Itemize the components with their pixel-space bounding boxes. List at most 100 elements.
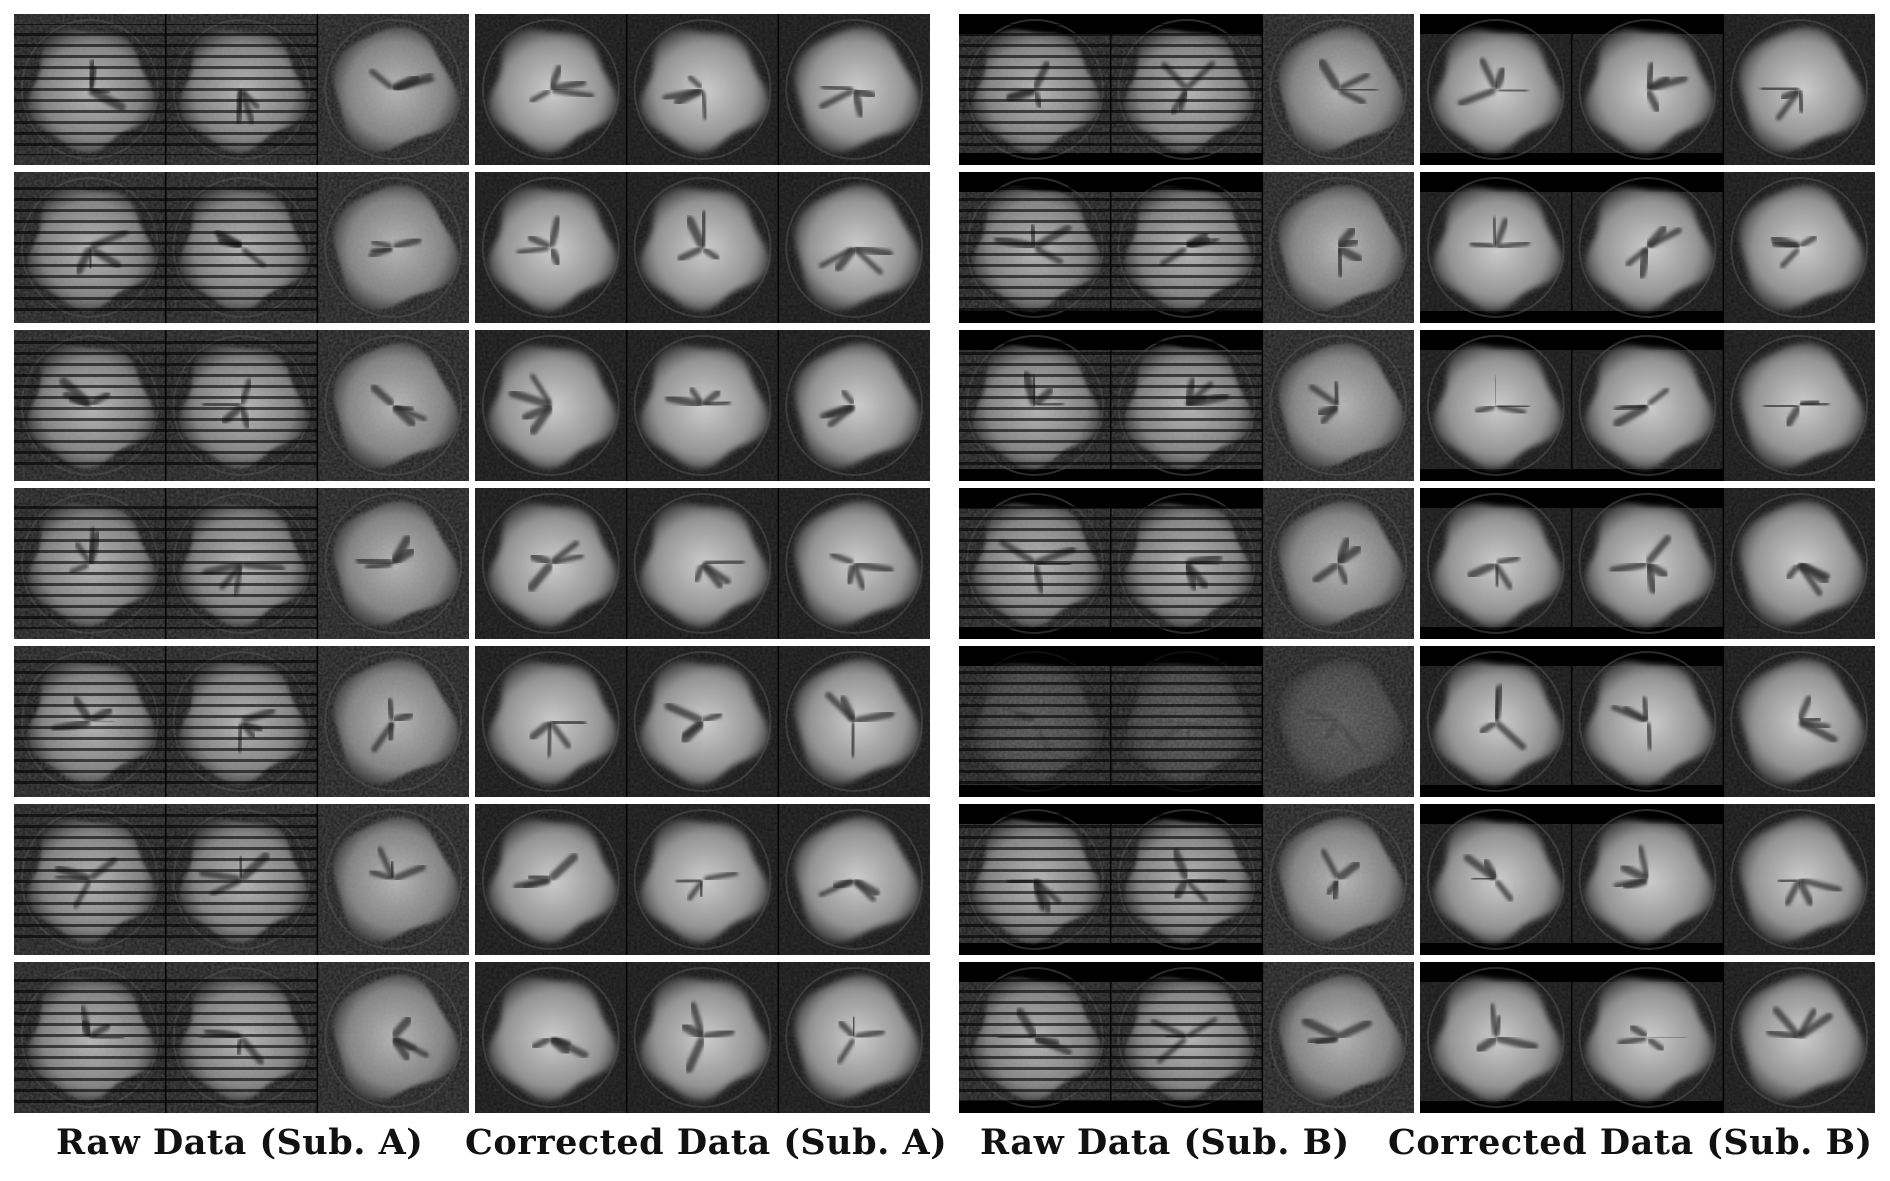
panel-row [1420,488,1875,639]
mri-slice-coronal [1570,488,1724,639]
panel-row [475,172,930,323]
mri-slice-axial [1420,646,1572,797]
mri-slice-coronal [164,646,318,797]
panel-row [1420,646,1875,797]
mri-slice-coronal [1570,804,1724,955]
mri-slice-axial [959,962,1111,1113]
mri-slice-sagittal [1261,646,1414,797]
mri-slice-coronal [625,962,779,1113]
mri-slice-sagittal [1722,804,1875,955]
mri-slice-coronal [625,488,779,639]
panel-row [1420,172,1875,323]
mri-slice-axial [475,804,627,955]
mri-slice-sagittal [1722,172,1875,323]
mri-slice-sagittal [1722,330,1875,481]
mri-slice-coronal [1570,330,1724,481]
mri-slice-axial [959,488,1111,639]
mri-slice-axial [14,14,166,165]
mri-slice-coronal [1109,172,1263,323]
panel-row [959,172,1414,323]
mri-slice-coronal [1109,646,1263,797]
mri-slice-axial [1420,330,1572,481]
mri-slice-axial [959,14,1111,165]
mri-slice-sagittal [1261,962,1414,1113]
panel-row [959,330,1414,481]
mri-slice-sagittal [777,804,930,955]
mri-slice-coronal [625,646,779,797]
mri-slice-axial [959,172,1111,323]
mri-slice-axial [1420,14,1572,165]
panel-row [475,14,930,165]
mri-slice-axial [959,804,1111,955]
panel-row [14,172,469,323]
panel-row [475,804,930,955]
mri-slice-sagittal [1722,14,1875,165]
mri-slice-axial [1420,804,1572,955]
caption-corrected-sub-b: Corrected Data (Sub. B) [1388,1122,1873,1163]
mri-slice-axial [14,962,166,1113]
mri-slice-coronal [1570,14,1724,165]
panel-row [14,488,469,639]
panel-row [14,14,469,165]
panel-row [959,488,1414,639]
mri-slice-coronal [625,330,779,481]
panel-row [14,330,469,481]
panel-row [959,14,1414,165]
mri-slice-sagittal [1722,962,1875,1113]
panel-group-corrected-sub-a [475,14,930,1113]
mri-slice-sagittal [1261,172,1414,323]
mri-slice-sagittal [777,962,930,1113]
mri-slice-axial [14,646,166,797]
mri-slice-coronal [625,172,779,323]
caption-corrected-sub-a: Corrected Data (Sub. A) [465,1122,948,1163]
mri-slice-axial [14,330,166,481]
mri-slice-sagittal [777,172,930,323]
mri-slice-sagittal [316,172,469,323]
panel-row [14,646,469,797]
mri-slice-axial [1420,172,1572,323]
mri-slice-coronal [164,962,318,1113]
mri-slice-sagittal [1261,804,1414,955]
mri-slice-coronal [164,172,318,323]
panel-group-raw-sub-a [14,14,469,1113]
panel-row [475,488,930,639]
mri-slice-sagittal [777,14,930,165]
panel-row [959,962,1414,1113]
mri-slice-sagittal [316,804,469,955]
mri-slice-axial [475,962,627,1113]
panel-row [959,646,1414,797]
mri-slice-sagittal [1261,330,1414,481]
mri-slice-coronal [1109,330,1263,481]
mri-slice-axial [959,330,1111,481]
panel-row [475,962,930,1113]
mri-slice-axial [475,330,627,481]
mri-slice-coronal [1109,14,1263,165]
mri-slice-coronal [1109,804,1263,955]
panel-row [1420,804,1875,955]
mri-slice-sagittal [316,14,469,165]
panel-row [959,804,1414,955]
mri-slice-coronal [1109,488,1263,639]
panel-row [14,962,469,1113]
mri-slice-coronal [625,14,779,165]
mri-slice-axial [1420,962,1572,1113]
mri-slice-axial [14,488,166,639]
panel-group-corrected-sub-b [1420,14,1875,1113]
mri-slice-coronal [1570,646,1724,797]
panel-row [475,646,930,797]
mri-slice-axial [1420,488,1572,639]
mri-slice-coronal [164,488,318,639]
mri-slice-axial [475,172,627,323]
panel-row [475,330,930,481]
mri-slice-sagittal [316,646,469,797]
mri-slice-coronal [1570,962,1724,1113]
mri-slice-sagittal [1261,14,1414,165]
mri-slice-axial [475,14,627,165]
mri-slice-sagittal [777,646,930,797]
panel-row [1420,962,1875,1113]
mri-slice-coronal [1570,172,1724,323]
mri-slice-sagittal [316,330,469,481]
mri-slice-coronal [164,14,318,165]
mri-slice-sagittal [777,488,930,639]
